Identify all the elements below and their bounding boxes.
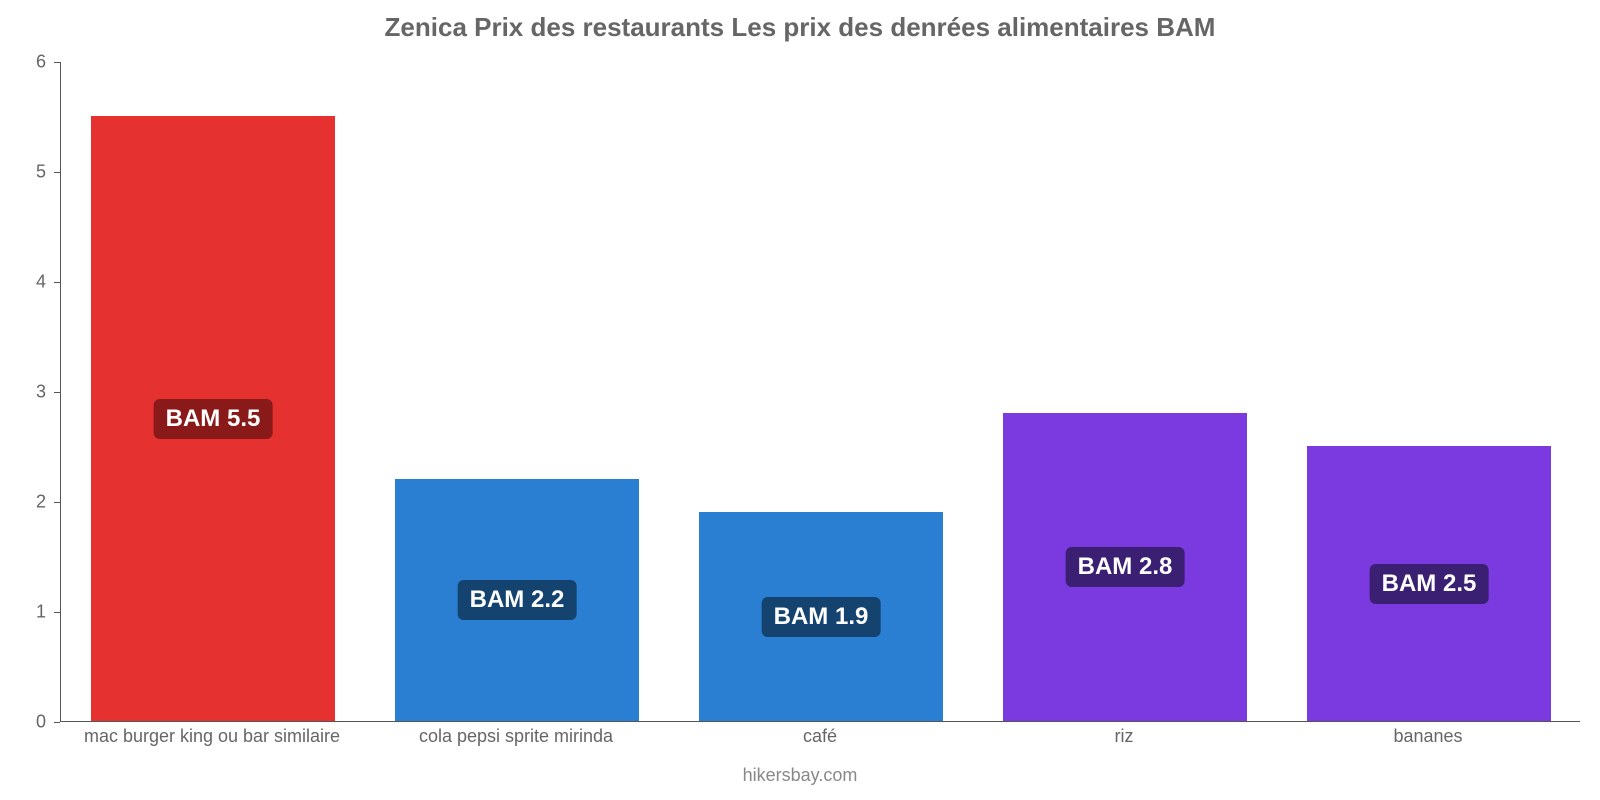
value-badge: BAM 2.2 bbox=[458, 580, 577, 620]
y-tick-label: 6 bbox=[36, 52, 46, 73]
x-axis-labels: mac burger king ou bar similaire cola pep… bbox=[60, 726, 1580, 756]
bar: BAM 1.9 bbox=[699, 512, 942, 721]
chart-title: Zenica Prix des restaurants Les prix des… bbox=[0, 0, 1600, 49]
bar: BAM 2.2 bbox=[395, 479, 638, 721]
y-tick-label: 1 bbox=[36, 602, 46, 623]
value-badge: BAM 5.5 bbox=[154, 399, 273, 439]
y-tick-label: 3 bbox=[36, 382, 46, 403]
x-axis-label: bananes bbox=[1393, 726, 1462, 747]
y-tick-label: 4 bbox=[36, 272, 46, 293]
value-badge: BAM 2.8 bbox=[1066, 547, 1185, 587]
x-axis-label: mac burger king ou bar similaire bbox=[84, 726, 340, 747]
price-bar-chart: Zenica Prix des restaurants Les prix des… bbox=[0, 0, 1600, 800]
chart-footer: hikersbay.com bbox=[0, 765, 1600, 786]
bar: BAM 2.8 bbox=[1003, 413, 1246, 721]
bar: BAM 5.5 bbox=[91, 116, 334, 721]
y-tick-label: 5 bbox=[36, 162, 46, 183]
y-tick-label: 0 bbox=[36, 712, 46, 733]
value-badge: BAM 2.5 bbox=[1370, 564, 1489, 604]
x-axis-label: café bbox=[803, 726, 837, 747]
x-axis-label: riz bbox=[1115, 726, 1134, 747]
bars-container: BAM 5.5 BAM 2.2 BAM 1.9 BAM 2.8 BAM 2.5 bbox=[61, 62, 1580, 721]
y-tick-mark bbox=[54, 722, 60, 723]
bar: BAM 2.5 bbox=[1307, 446, 1550, 721]
x-axis-label: cola pepsi sprite mirinda bbox=[419, 726, 613, 747]
y-tick-label: 2 bbox=[36, 492, 46, 513]
value-badge: BAM 1.9 bbox=[762, 597, 881, 637]
plot-area: BAM 5.5 BAM 2.2 BAM 1.9 BAM 2.8 BAM 2.5 bbox=[60, 62, 1580, 722]
y-axis-ticks: 0123456 bbox=[0, 62, 60, 722]
